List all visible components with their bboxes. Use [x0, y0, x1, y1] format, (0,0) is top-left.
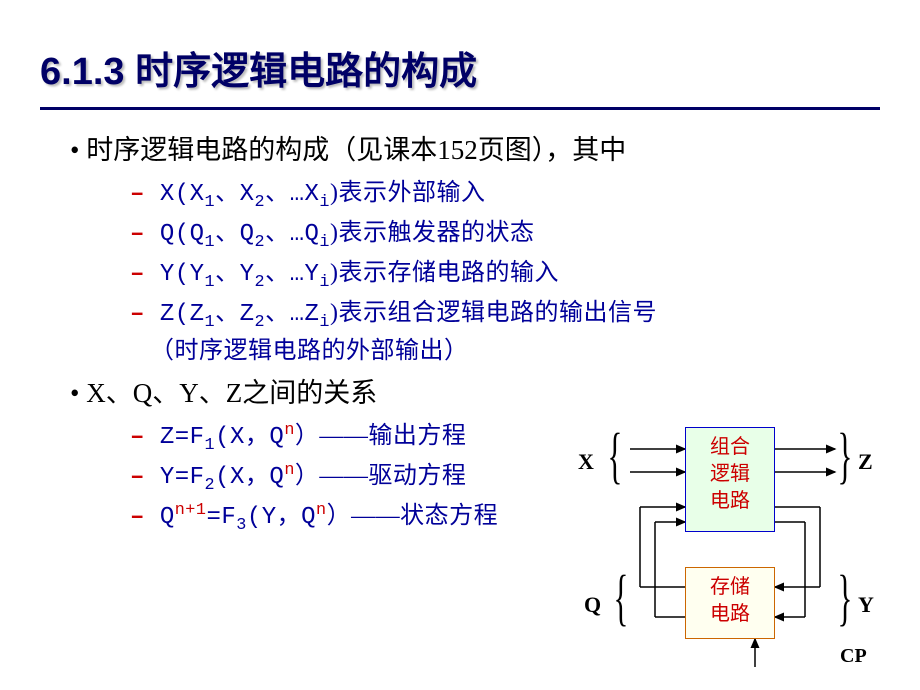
label-cp: CP	[840, 645, 867, 668]
label-y: Y	[858, 592, 874, 618]
brace-z: }	[837, 425, 852, 487]
label-z: Z	[858, 449, 873, 475]
brace-y: }	[837, 567, 852, 629]
sub-y: Y(Y1、Y2、…Yi)表示存储电路的输入	[130, 255, 880, 293]
combinational-box: 组合 逻辑 电路	[685, 427, 775, 532]
title-underline	[40, 107, 880, 110]
block-diagram: 组合 逻辑 电路 存储 电路 X { Z } Q { Y } CP	[560, 427, 880, 672]
sub-q: Q(Q1、Q2、…Qi)表示触发器的状态	[130, 215, 880, 253]
label-x: X	[578, 449, 594, 475]
brace-q: {	[613, 567, 628, 629]
bullet-1: 时序逻辑电路的构成（见课本152页图），其中	[70, 130, 880, 171]
storage-box: 存储 电路	[685, 567, 775, 639]
label-q: Q	[584, 592, 601, 618]
brace-x: {	[607, 425, 622, 487]
slide: 6.1.3 时序逻辑电路的构成 时序逻辑电路的构成（见课本152页图），其中 X…	[0, 0, 920, 690]
bullet-2: X、Q、Y、Z之间的关系	[70, 373, 880, 414]
sub-z: Z(Z1、Z2、…Zi)表示组合逻辑电路的输出信号 （时序逻辑电路的外部输出）	[130, 295, 880, 371]
sub-x: X(X1、X2、…Xi)表示外部输入	[130, 175, 880, 213]
slide-title: 6.1.3 时序逻辑电路的构成	[40, 40, 880, 95]
